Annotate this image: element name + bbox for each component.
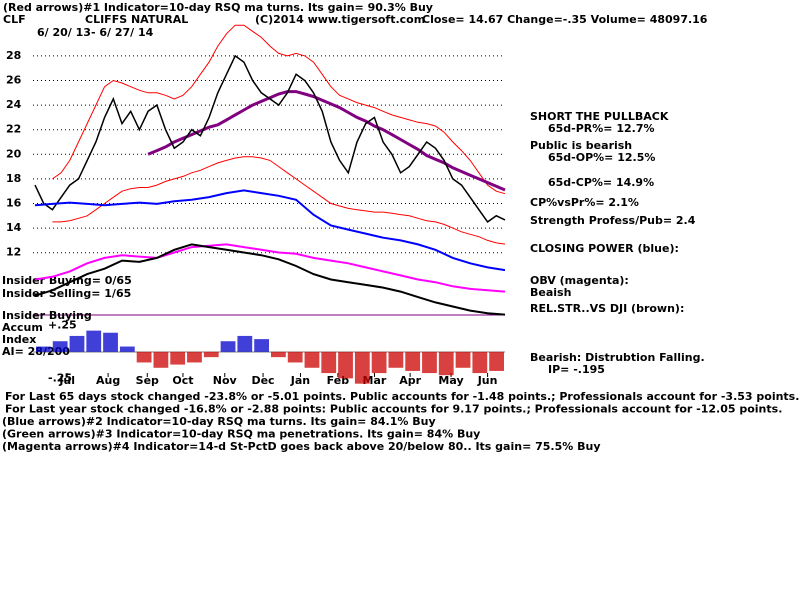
stat-text: IP= -.195 xyxy=(548,363,605,376)
y-tick-label: 18 xyxy=(6,172,21,185)
stat-text: CLOSING POWER (blue): xyxy=(530,242,679,255)
series-line xyxy=(34,243,506,293)
date-range: 6/ 20/ 13- 6/ 27/ 14 xyxy=(37,26,154,39)
accum-bar xyxy=(203,351,219,358)
x-tick-label: May xyxy=(438,374,463,387)
x-tick-label: Oct xyxy=(172,374,193,387)
accum-bar xyxy=(119,346,135,352)
note: (Green arrows)#3 Indicator=10-day RSQ ma… xyxy=(2,428,480,441)
x-tick-label: Jul xyxy=(58,374,75,387)
accum-bar xyxy=(52,341,68,352)
accum-bar xyxy=(254,339,269,352)
stat-text: 65d-CP%= 14.9% xyxy=(548,176,654,189)
x-tick-label: Aug xyxy=(96,374,120,387)
stat-text: Strength Profess/Pub= 2.4 xyxy=(530,214,696,227)
y-tick-label: 28 xyxy=(6,49,21,62)
series-line xyxy=(52,156,506,245)
stat-text: Public is bearish xyxy=(530,139,632,152)
accum-bar xyxy=(422,351,437,374)
stat-text: 65d-OP%= 12.5% xyxy=(548,151,655,164)
left-label: Accum xyxy=(2,321,43,334)
accum-bar xyxy=(354,351,370,384)
series-line xyxy=(34,54,506,223)
accum-bar xyxy=(405,351,421,371)
x-tick-label: Jun xyxy=(477,374,498,387)
left-label: Insider Buying xyxy=(2,309,92,322)
stat-text: Bearish: Distrubtion Falling. xyxy=(530,351,705,364)
stat-text: Beaish xyxy=(530,286,571,299)
y-tick-label: 12 xyxy=(6,246,21,259)
accum-bar xyxy=(153,351,169,368)
accum-bar xyxy=(69,335,85,352)
accum-bar xyxy=(321,351,337,374)
stat-text: REL.STR..VS DJI (brown): xyxy=(530,302,684,315)
y-tick-label: 24 xyxy=(6,98,22,111)
ticker: CLF xyxy=(3,13,26,26)
stat-text: CP%vsPr%= 2.1% xyxy=(530,196,639,209)
x-tick-label: Dec xyxy=(251,374,274,387)
accum-bar xyxy=(455,351,471,368)
stat-text: SHORT THE PULLBACK xyxy=(530,110,669,123)
x-tick-label: Apr xyxy=(399,374,421,387)
signal: (Red arrows)#1 Indicator=10-day RSQ ma t… xyxy=(3,1,433,14)
y-tick-label: +.25 xyxy=(48,318,77,331)
note: For Last year stock changed -16.8% or -2… xyxy=(5,403,782,416)
x-tick-label: Nov xyxy=(213,374,238,387)
y-tick-label: 16 xyxy=(6,197,22,210)
accum-bar xyxy=(371,351,387,374)
quote: Close= 14.67 Change=-.35 Volume= 48097.1… xyxy=(422,13,708,26)
y-tick-label: 26 xyxy=(6,74,22,87)
left-label: Insider Selling= 1/65 xyxy=(2,287,131,300)
accum-bar xyxy=(338,351,353,379)
series-line xyxy=(34,189,506,272)
accum-bar xyxy=(489,351,504,371)
note: For Last 65 days stock changed -23.8% or… xyxy=(5,390,799,403)
x-tick-label: Jan xyxy=(290,374,310,387)
copyright: (C)2014 www.tigersoft.com xyxy=(255,13,425,26)
accum-bar xyxy=(237,335,253,352)
accum-bar xyxy=(438,351,454,376)
series-line xyxy=(52,24,506,195)
note: (Blue arrows)#2 Indicator=10-day RSQ ma … xyxy=(2,415,436,428)
accum-bar xyxy=(472,351,488,374)
accum-bar xyxy=(36,346,51,352)
accum-bar xyxy=(103,332,118,352)
accum-bar xyxy=(271,351,286,358)
accum-bar xyxy=(304,351,320,368)
accum-bar xyxy=(86,330,102,352)
stat-text: OBV (magenta): xyxy=(530,274,629,287)
stat-text: 65d-PR%= 12.7% xyxy=(548,122,655,135)
series-line xyxy=(34,243,506,316)
accum-bar xyxy=(388,351,404,368)
left-label: Insider Buying= 0/65 xyxy=(2,274,132,287)
company: CLIFFS NATURAL xyxy=(85,13,188,26)
y-tick-label: 20 xyxy=(6,147,22,160)
accum-bar xyxy=(220,341,236,352)
y-tick-label: -.25 xyxy=(48,371,72,384)
y-tick-label: 22 xyxy=(6,123,21,136)
y-tick-label: 14 xyxy=(6,221,22,234)
left-label: Index xyxy=(2,333,36,346)
note: (Magenta arrows)#4 Indicator=14-d St-Pct… xyxy=(2,440,601,453)
accum-bar xyxy=(136,351,152,363)
accum-bar xyxy=(187,351,202,363)
accum-bar xyxy=(170,351,186,365)
accum-bar xyxy=(287,351,303,363)
x-tick-label: Sep xyxy=(136,374,159,387)
